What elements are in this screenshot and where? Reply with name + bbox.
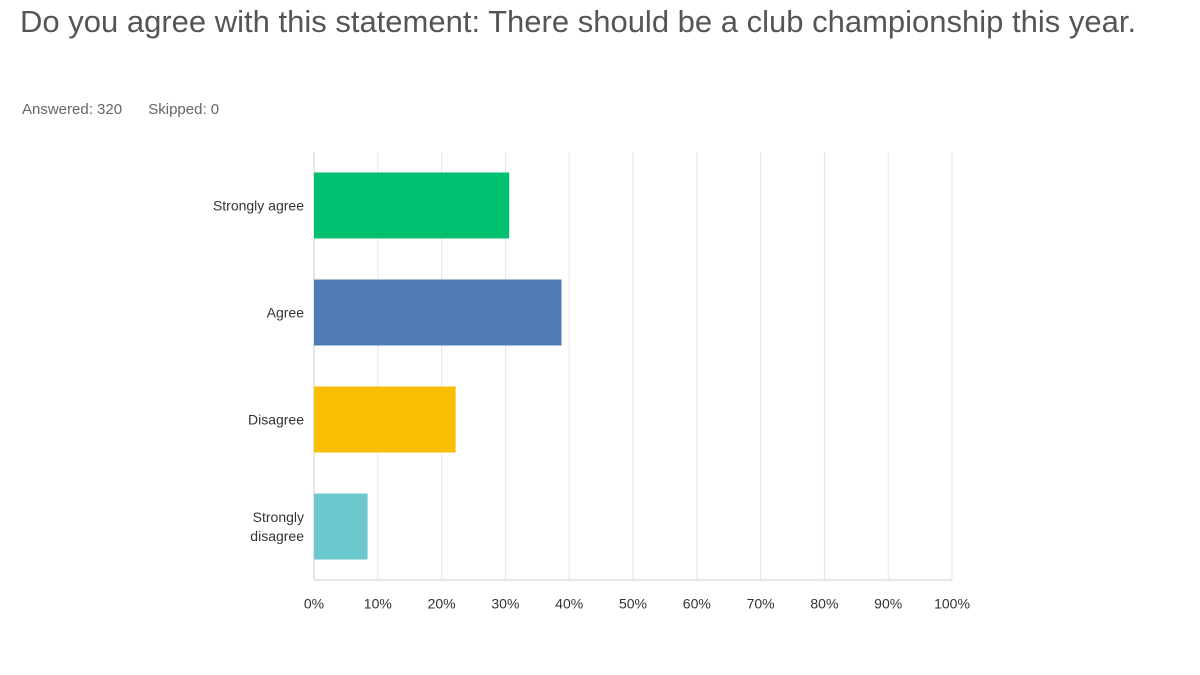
x-tick-label: 70% (747, 596, 775, 612)
x-tick-label: 40% (555, 596, 583, 612)
question-title: Do you agree with this statement: There … (20, 4, 1137, 39)
bar (314, 493, 368, 560)
category-label: Disagree (247, 411, 304, 427)
response-stats: Answered: 320 Skipped: 0 (22, 101, 241, 118)
category-label: Agree (266, 304, 304, 320)
x-tick-label: 60% (683, 596, 711, 612)
skipped-count: Skipped: 0 (148, 101, 220, 118)
x-tick-label: 50% (619, 596, 647, 612)
x-tick-label: 30% (491, 596, 519, 612)
bar (314, 386, 456, 453)
x-tick-label: 80% (810, 596, 838, 612)
x-tick-label: 90% (874, 596, 902, 612)
x-tick-label: 20% (428, 596, 456, 612)
x-tick-label: 100% (934, 596, 970, 612)
bar (314, 172, 510, 239)
x-tick-label: 0% (304, 596, 324, 612)
bar (314, 279, 562, 346)
category-label: Strongly disagree (250, 508, 304, 544)
answered-count: Answered: 320 (22, 101, 123, 118)
x-tick-label: 10% (364, 596, 392, 612)
category-label: Strongly agree (212, 197, 304, 213)
